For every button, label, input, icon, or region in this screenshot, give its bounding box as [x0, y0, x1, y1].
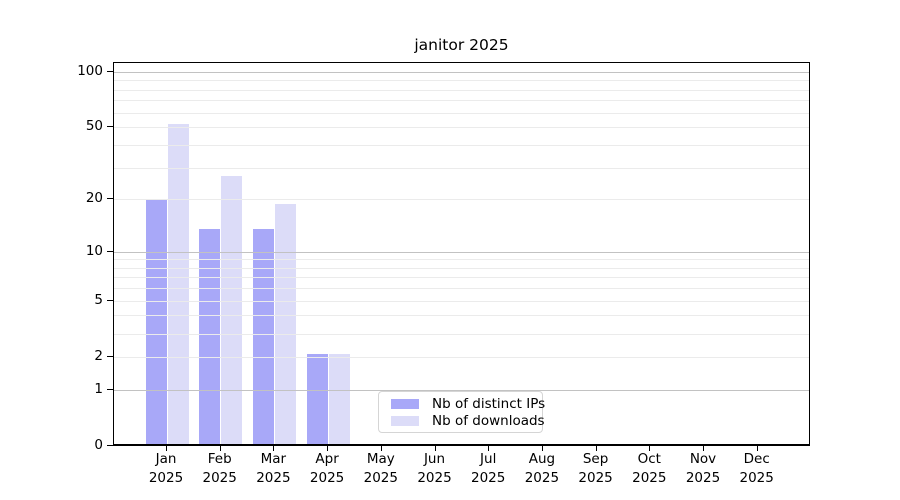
- x-tick-jul: [488, 446, 490, 451]
- y-tick-1: [107, 389, 113, 390]
- y-tick-0: [107, 445, 113, 446]
- x-tick-label-mar: Mar 2025: [256, 451, 291, 486]
- y-tick-label-100: 100: [77, 63, 103, 79]
- gridline-40: [114, 145, 809, 146]
- x-tick-label-nov: Nov 2025: [685, 451, 721, 486]
- legend-item-downloads: Nb of downloads: [391, 412, 545, 429]
- gridline-100: [114, 72, 809, 73]
- gridline-50: [114, 127, 809, 128]
- x-tick-jun: [434, 446, 436, 451]
- y-tick-label-10: 10: [85, 243, 103, 259]
- x-tick-mar: [273, 446, 275, 451]
- x-tick-label-jul: Jul 2025: [471, 451, 506, 486]
- x-tick-label-sep: Sep 2025: [578, 451, 613, 486]
- bar-mar-ips: [252, 229, 274, 444]
- gridline-4: [114, 315, 809, 316]
- x-tick-label-oct: Oct 2025: [632, 451, 667, 486]
- x-tick-jan: [166, 446, 167, 451]
- gridline-30: [114, 168, 809, 169]
- legend: Nb of distinct IPs Nb of downloads: [378, 391, 546, 433]
- y-tick-label-2: 2: [94, 348, 103, 364]
- gridline-20: [114, 199, 809, 200]
- gridline-80: [114, 90, 809, 91]
- bar-mar-downloads: [274, 204, 296, 444]
- x-tick-aug: [541, 446, 543, 451]
- gridline-3: [114, 334, 809, 335]
- legend-swatch-distinct-ips: [391, 398, 419, 409]
- bar-feb-ips: [199, 229, 221, 444]
- y-tick-label-1: 1: [94, 381, 103, 397]
- chart-title: janitor 2025: [414, 36, 509, 54]
- gridline-70: [114, 100, 809, 101]
- bar-jan-downloads: [167, 124, 189, 444]
- x-tick-sep: [595, 446, 597, 451]
- gridline-9: [114, 259, 809, 260]
- bar-apr-ips: [306, 354, 328, 444]
- gridline-1: [114, 390, 809, 391]
- gridline-6: [114, 288, 809, 289]
- y-tick-2: [107, 356, 113, 357]
- x-tick-may: [380, 446, 382, 451]
- y-tick-10: [107, 251, 113, 252]
- gridline-2: [114, 357, 809, 358]
- gridline-90: [114, 80, 809, 81]
- y-tick-5: [107, 300, 113, 301]
- bar-apr-downloads: [328, 354, 350, 444]
- x-tick-label-dec: Dec 2025: [739, 451, 774, 486]
- x-tick-oct: [649, 446, 651, 451]
- x-tick-nov: [703, 446, 704, 451]
- gridline-8: [114, 268, 809, 269]
- gridline-7: [114, 277, 809, 278]
- legend-label: Nb of distinct IPs: [432, 395, 546, 412]
- x-tick-dec: [756, 446, 758, 451]
- y-tick-100: [107, 71, 113, 72]
- y-tick-label-50: 50: [85, 118, 103, 134]
- plot-area: [113, 62, 810, 446]
- y-tick-label-0: 0: [94, 437, 103, 453]
- y-tick-label-20: 20: [85, 190, 103, 206]
- y-tick-20: [107, 198, 113, 199]
- x-tick-apr: [327, 446, 329, 451]
- x-tick-label-jan: Jan 2025: [148, 451, 184, 486]
- gridline-10: [114, 252, 809, 253]
- x-tick-label-apr: Apr 2025: [309, 451, 345, 486]
- x-tick-label-feb: Feb 2025: [202, 451, 237, 486]
- x-tick-label-aug: Aug 2025: [524, 451, 560, 486]
- x-tick-feb: [219, 446, 221, 451]
- y-tick-50: [107, 126, 113, 127]
- x-tick-label-jun: Jun 2025: [417, 451, 452, 486]
- gridline-5: [114, 301, 809, 302]
- x-tick-label-may: May 2025: [363, 451, 398, 486]
- y-tick-label-5: 5: [94, 292, 103, 308]
- bar-feb-downloads: [221, 176, 243, 444]
- legend-swatch-downloads: [391, 415, 419, 426]
- gridline-60: [114, 113, 809, 114]
- bar-jan-ips: [145, 200, 167, 444]
- legend-label: Nb of downloads: [432, 412, 545, 429]
- legend-item-distinct-ips: Nb of distinct IPs: [391, 395, 546, 412]
